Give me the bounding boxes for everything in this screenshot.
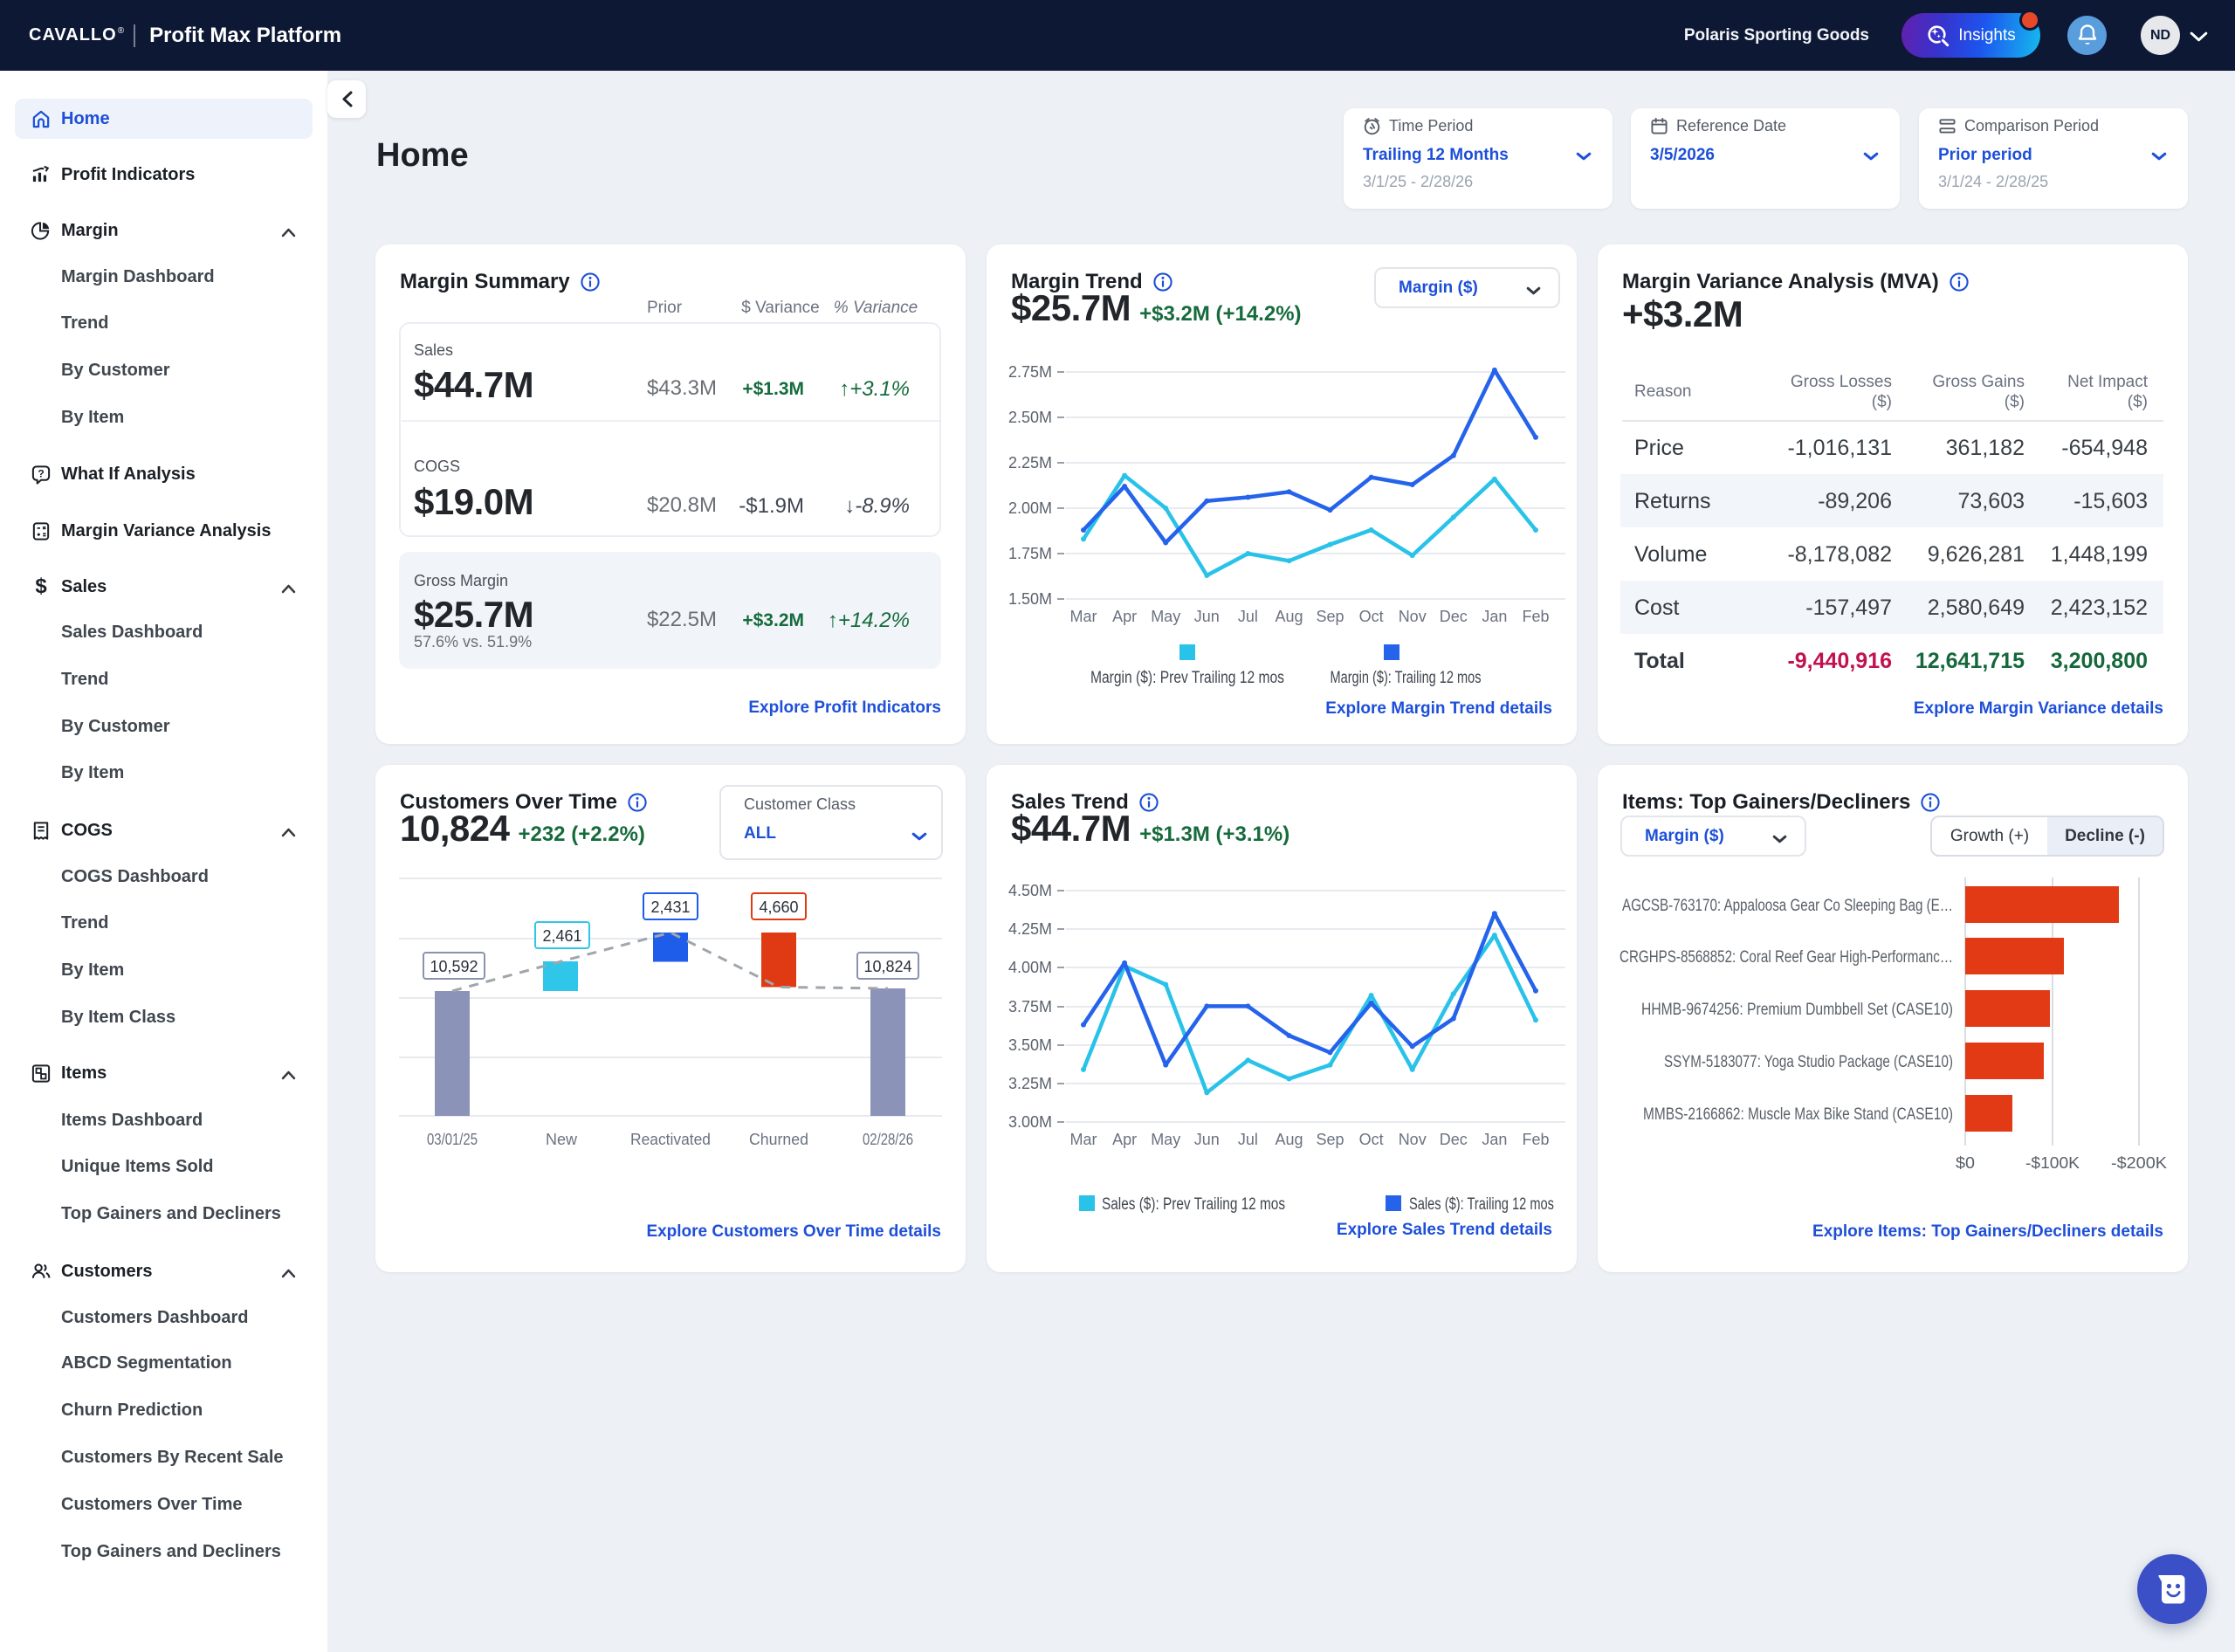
- svg-text:Aug: Aug: [1275, 608, 1303, 625]
- svg-text:?: ?: [38, 467, 44, 479]
- svg-text:MMBS-2166862: Muscle Max Bike: MMBS-2166862: Muscle Max Bike Stand (CAS…: [1643, 1105, 1953, 1124]
- svg-text:3.00M: 3.00M: [1008, 1113, 1052, 1131]
- svg-text:-$100K: -$100K: [2025, 1154, 2080, 1172]
- svg-text:2.50M: 2.50M: [1008, 409, 1052, 426]
- svg-text:Oct: Oct: [1359, 608, 1384, 625]
- svg-text:CRGHPS-8568852: Coral Reef Gea: CRGHPS-8568852: Coral Reef Gear High-Per…: [1620, 948, 1953, 967]
- svg-text:Jun: Jun: [1194, 1131, 1220, 1148]
- svg-text:HHMB-9674256: Premium Dumbbell: HHMB-9674256: Premium Dumbbell Set (CASE…: [1641, 1001, 1953, 1019]
- svg-text:May: May: [1151, 608, 1180, 625]
- svg-text:Jul: Jul: [1238, 608, 1258, 625]
- svg-text:Churned: Churned: [749, 1131, 808, 1148]
- svg-text:-$200K: -$200K: [2111, 1154, 2167, 1172]
- svg-text:Aug: Aug: [1275, 1131, 1303, 1148]
- svg-text:Mar: Mar: [1070, 608, 1097, 625]
- svg-text:4.50M: 4.50M: [1008, 882, 1052, 899]
- svg-text:02/28/26: 02/28/26: [863, 1131, 913, 1148]
- svg-text:2.25M: 2.25M: [1008, 454, 1052, 472]
- svg-text:1.75M: 1.75M: [1008, 545, 1052, 562]
- svg-text:Apr: Apr: [1112, 608, 1137, 625]
- svg-text:Jan: Jan: [1482, 1131, 1507, 1148]
- svg-text:10,824: 10,824: [863, 958, 911, 975]
- svg-text:Sep: Sep: [1316, 608, 1344, 625]
- svg-text:1.50M: 1.50M: [1008, 590, 1052, 608]
- svg-text:10,592: 10,592: [430, 958, 478, 975]
- svg-text:Margin ($): Trailing 12 mos: Margin ($): Trailing 12 mos: [1331, 669, 1482, 687]
- svg-text:Feb: Feb: [1522, 1131, 1549, 1148]
- svg-text:$0: $0: [1956, 1154, 1975, 1172]
- svg-text:2.75M: 2.75M: [1008, 363, 1052, 381]
- svg-text:Jun: Jun: [1194, 608, 1220, 625]
- svg-text:3.75M: 3.75M: [1008, 998, 1052, 1015]
- svg-text:4.00M: 4.00M: [1008, 959, 1052, 976]
- svg-text:2.00M: 2.00M: [1008, 499, 1052, 517]
- svg-text:Apr: Apr: [1112, 1131, 1137, 1148]
- svg-text:Nov: Nov: [1399, 608, 1427, 625]
- svg-text:Dec: Dec: [1440, 608, 1468, 625]
- svg-text:SSYM-5183077: Yoga Studio Pack: SSYM-5183077: Yoga Studio Package (CASE1…: [1664, 1053, 1953, 1071]
- svg-text:AGCSB-763170: Appaloosa Gear C: AGCSB-763170: Appaloosa Gear Co Sleeping…: [1622, 897, 1953, 915]
- svg-text:2,461: 2,461: [542, 927, 581, 945]
- svg-text:Oct: Oct: [1359, 1131, 1384, 1148]
- svg-text:Dec: Dec: [1440, 1131, 1468, 1148]
- svg-text:Margin ($): Prev Trailing 12 m: Margin ($): Prev Trailing 12 mos: [1090, 669, 1284, 687]
- svg-text:4.25M: 4.25M: [1008, 920, 1052, 938]
- svg-text:Feb: Feb: [1522, 608, 1549, 625]
- svg-text:03/01/25: 03/01/25: [427, 1131, 478, 1148]
- svg-text:Jul: Jul: [1238, 1131, 1258, 1148]
- svg-text:2,431: 2,431: [650, 898, 690, 916]
- svg-text:Mar: Mar: [1070, 1131, 1097, 1148]
- svg-text:Sales ($): Trailing 12 mos: Sales ($): Trailing 12 mos: [1409, 1195, 1554, 1214]
- svg-text:4,660: 4,660: [759, 898, 798, 916]
- svg-text:New: New: [546, 1131, 578, 1148]
- svg-text:3.25M: 3.25M: [1008, 1075, 1052, 1092]
- svg-text:Sep: Sep: [1316, 1131, 1344, 1148]
- svg-text:Sales ($): Prev Trailing 12 mo: Sales ($): Prev Trailing 12 mos: [1102, 1195, 1285, 1214]
- svg-text:May: May: [1151, 1131, 1180, 1148]
- svg-text:Jan: Jan: [1482, 608, 1507, 625]
- svg-text:3.50M: 3.50M: [1008, 1036, 1052, 1054]
- svg-text:Nov: Nov: [1399, 1131, 1427, 1148]
- svg-text:Reactivated: Reactivated: [630, 1131, 711, 1148]
